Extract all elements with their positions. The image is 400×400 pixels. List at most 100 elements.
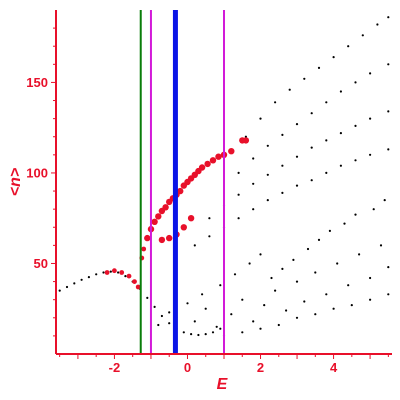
x-axis-title: E xyxy=(217,376,229,393)
highlight-point xyxy=(177,187,184,195)
data-point xyxy=(328,229,331,232)
data-point xyxy=(252,320,255,323)
highlight-point xyxy=(162,204,169,211)
data-point xyxy=(387,16,390,19)
data-point xyxy=(325,293,328,296)
highlight-point xyxy=(155,213,162,220)
data-point xyxy=(376,23,379,26)
highlight-point xyxy=(187,215,195,222)
data-point xyxy=(274,101,277,104)
data-point xyxy=(317,238,321,241)
data-point xyxy=(182,331,185,334)
data-point xyxy=(303,77,306,80)
highlight-point xyxy=(209,157,217,164)
data-point xyxy=(347,284,350,287)
highlight-point xyxy=(132,279,137,284)
data-point xyxy=(208,235,211,238)
data-point xyxy=(252,182,255,185)
data-point xyxy=(259,117,262,120)
data-point xyxy=(354,124,357,127)
highlight-point xyxy=(228,148,235,155)
data-point xyxy=(193,320,196,323)
data-point xyxy=(295,316,299,319)
data-point xyxy=(281,191,284,194)
data-point xyxy=(168,311,171,314)
data-point xyxy=(190,333,193,336)
data-point xyxy=(193,244,196,247)
data-point xyxy=(266,173,269,176)
highlight-point xyxy=(151,218,158,225)
data-point xyxy=(219,327,222,330)
data-point xyxy=(241,298,244,301)
data-point xyxy=(369,117,372,120)
x-tick-label: 2 xyxy=(257,360,264,375)
highlight-point xyxy=(166,234,173,242)
data-point xyxy=(270,276,273,280)
data-point xyxy=(230,313,233,316)
data-point xyxy=(285,309,288,312)
data-point xyxy=(281,267,284,270)
data-point xyxy=(95,273,98,276)
data-point xyxy=(295,155,299,158)
y-tick-label: 150 xyxy=(26,75,48,90)
data-point xyxy=(233,273,237,276)
data-point xyxy=(109,270,112,273)
data-point xyxy=(372,208,375,211)
data-point xyxy=(325,139,328,142)
highlight-point xyxy=(126,273,132,279)
data-point xyxy=(369,72,372,75)
data-point xyxy=(146,296,149,299)
data-point xyxy=(310,146,313,149)
data-point xyxy=(314,313,317,316)
data-point xyxy=(237,171,240,174)
data-point xyxy=(332,56,335,59)
highlight-point xyxy=(141,246,147,252)
data-point xyxy=(197,333,200,337)
highlight-point xyxy=(242,137,250,144)
data-point xyxy=(281,133,284,136)
y-axis-title: <n> xyxy=(7,168,24,196)
highlight-point xyxy=(198,164,206,171)
data-point xyxy=(314,271,317,274)
data-point xyxy=(124,275,127,278)
data-point xyxy=(266,199,269,202)
x-tick-label: 0 xyxy=(184,360,191,375)
highlight-point xyxy=(158,236,166,244)
y-tick-label: 100 xyxy=(26,165,48,180)
highlight-point xyxy=(119,270,125,275)
data-point xyxy=(369,276,372,280)
vertical-lines-layer xyxy=(139,10,225,354)
data-point xyxy=(201,293,204,296)
data-point xyxy=(306,247,310,251)
x-tick-label: -2 xyxy=(109,360,121,375)
data-point xyxy=(186,302,189,305)
data-point xyxy=(281,164,284,167)
points-layer xyxy=(58,16,390,337)
data-point xyxy=(354,81,357,84)
data-point xyxy=(208,217,211,220)
data-point xyxy=(387,148,390,151)
highlight-point xyxy=(112,268,117,274)
highlight-point xyxy=(135,284,141,290)
data-point xyxy=(354,213,357,216)
highlight-point xyxy=(180,224,187,231)
data-point xyxy=(252,208,255,211)
data-point xyxy=(339,132,342,135)
data-point xyxy=(343,222,346,225)
data-point xyxy=(295,123,299,126)
highlight-point xyxy=(144,234,151,242)
data-point xyxy=(295,280,299,283)
data-point xyxy=(241,331,244,334)
data-point xyxy=(387,63,390,66)
data-point xyxy=(73,282,76,285)
data-point xyxy=(160,314,163,318)
data-point xyxy=(204,333,207,336)
data-point xyxy=(157,323,160,327)
ticks-layer: -2 0 2 4 50 100 150 xyxy=(26,27,389,375)
data-point xyxy=(336,262,339,265)
data-point xyxy=(153,305,156,308)
data-point xyxy=(325,101,328,104)
highlight-point xyxy=(215,153,222,160)
